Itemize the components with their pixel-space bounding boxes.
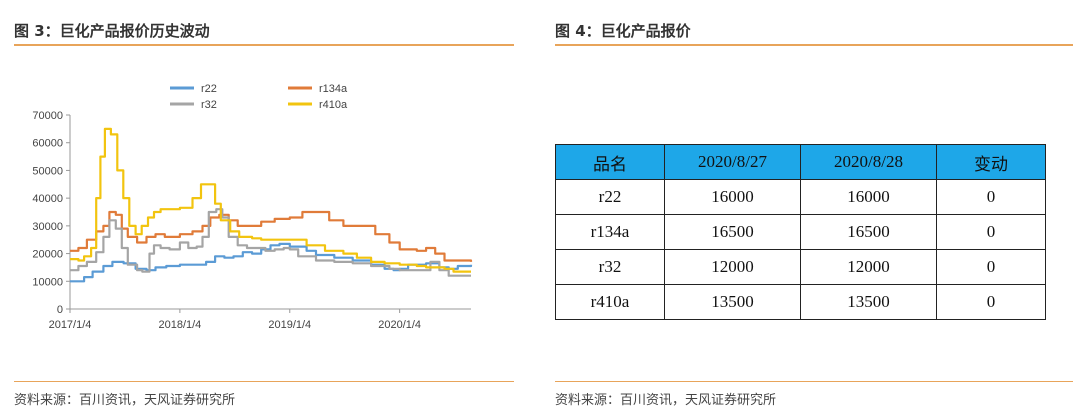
table-cell: 16500 [800, 214, 937, 250]
table-row: r32 12000 12000 0 [555, 249, 1046, 285]
y-tick-label: 40000 [32, 193, 63, 205]
x-tick-label: 2017/1/4 [49, 319, 92, 331]
x-tick-label: 2018/1/4 [158, 319, 201, 331]
y-tick-label: 30000 [32, 221, 63, 233]
table-cell: 0 [936, 284, 1046, 320]
title-rule [14, 44, 514, 46]
table-cell: r134a [555, 214, 665, 250]
price-quote-table: 品名 2020/8/27 2020/8/28 变动 r22 16000 1600… [555, 144, 1046, 320]
price-history-line-chart: 0 10000 20000 30000 40000 50000 60000 70000 2017… [32, 83, 473, 331]
x-tick-label: 2020/1/4 [378, 319, 421, 331]
figure-3-title: 图 3：巨化产品报价历史波动 [14, 22, 210, 40]
series-line-r22 [70, 242, 473, 283]
table-cell: 0 [936, 179, 1046, 215]
table-cell: r22 [555, 179, 665, 215]
y-tick-label: 0 [57, 304, 63, 316]
table-cell: 13500 [664, 284, 801, 320]
figure-4-title: 图 4：巨化产品报价 [555, 22, 691, 40]
legend-label-r32: r32 [201, 99, 217, 111]
source-rule [555, 381, 1073, 382]
table-header-cell: 品名 [555, 144, 665, 180]
left-figure-panel: 图 3：巨化产品报价历史波动 0 10000 20000 30000 40000 5000… [0, 0, 515, 414]
table-cell: 0 [936, 214, 1046, 250]
y-tick-label: 50000 [32, 165, 63, 177]
table-header-cell: 变动 [936, 144, 1046, 180]
x-tick-label: 2019/1/4 [268, 319, 311, 331]
title-rule [555, 44, 1073, 46]
legend-label-r134a: r134a [319, 83, 348, 95]
source-rule [14, 381, 514, 382]
table-cell: 12000 [800, 249, 937, 285]
y-tick-label: 10000 [32, 276, 63, 288]
table-cell: 12000 [664, 249, 801, 285]
table-row: r22 16000 16000 0 [555, 179, 1046, 215]
table-header-row: 品名 2020/8/27 2020/8/28 变动 [555, 144, 1046, 180]
table-row: r134a 16500 16500 0 [555, 214, 1046, 250]
table-row: r410a 13500 13500 0 [555, 284, 1046, 320]
table-cell: 16000 [664, 179, 801, 215]
legend-label-r410a: r410a [319, 99, 348, 111]
series-line-r410a [70, 127, 471, 273]
figure-3-source: 资料来源：百川资讯，天风证券研究所 [14, 393, 236, 408]
y-tick-label: 60000 [32, 138, 63, 150]
table-cell: r410a [555, 284, 665, 320]
table-header-cell: 2020/8/27 [664, 144, 801, 180]
table-cell: r32 [555, 249, 665, 285]
y-tick-label: 70000 [32, 110, 63, 122]
series-line-r32 [70, 208, 471, 277]
series-line-r134a [70, 210, 473, 262]
table-cell: 13500 [800, 284, 937, 320]
right-figure-panel: 图 4：巨化产品报价 品名 2020/8/27 2020/8/28 变动 r22… [555, 0, 1075, 414]
table-cell: 16500 [664, 214, 801, 250]
y-tick-label: 20000 [32, 249, 63, 261]
legend-label-r22: r22 [201, 83, 217, 95]
figure-4-source: 资料来源：百川资讯，天风证券研究所 [555, 393, 777, 408]
table-cell: 16000 [800, 179, 937, 215]
table-header-cell: 2020/8/28 [800, 144, 937, 180]
table-cell: 0 [936, 249, 1046, 285]
